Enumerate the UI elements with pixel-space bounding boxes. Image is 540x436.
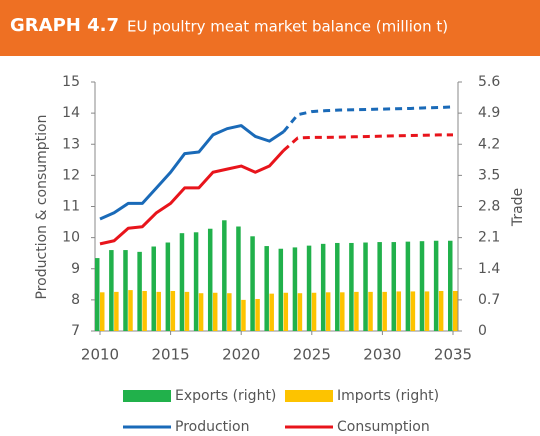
y-tick-label: 14 — [62, 105, 80, 121]
line — [99, 149, 285, 246]
x-tick-label: 2025 — [293, 346, 331, 364]
bar — [363, 242, 368, 331]
legend-swatch — [285, 390, 333, 402]
bar — [128, 290, 133, 331]
line — [282, 133, 453, 152]
legend-label: Production — [175, 419, 249, 435]
y2-tick-label: 4.9 — [478, 105, 500, 121]
y-tick-label: 15 — [62, 74, 80, 90]
bar — [391, 242, 397, 331]
y-tick-label: 13 — [62, 136, 80, 152]
bar — [340, 292, 345, 331]
x-tick-label: 2035 — [434, 346, 472, 364]
legend-label: Imports (right) — [337, 388, 439, 404]
y2-tick-label: 5.6 — [478, 74, 500, 90]
y2-tick-label: 3.5 — [478, 167, 500, 183]
y-tick-label: 9 — [71, 261, 80, 277]
bar — [123, 250, 128, 331]
y2-tick-label: 4.2 — [478, 136, 500, 152]
y-tick-label: 11 — [62, 199, 80, 215]
bar — [114, 291, 119, 331]
bar — [335, 242, 340, 331]
y2-tick-label: 2.1 — [478, 230, 500, 246]
x-tick-label: 2020 — [222, 346, 260, 364]
bar — [100, 292, 105, 331]
graph-label: GRAPH 4.7 — [10, 15, 119, 36]
bar — [377, 242, 382, 331]
bar — [438, 290, 444, 331]
bar — [95, 258, 100, 331]
legend-label: Exports (right) — [175, 388, 276, 404]
x-tick-label: 2010 — [81, 346, 119, 364]
bar — [109, 250, 114, 331]
header-band — [0, 0, 540, 56]
bar — [292, 247, 298, 331]
y2-tick-label: 0.7 — [478, 292, 500, 308]
legend-swatch — [123, 390, 171, 402]
y2-tick-label: 2.8 — [478, 199, 500, 215]
bar — [269, 293, 274, 331]
bar — [311, 292, 317, 331]
bar — [433, 240, 439, 331]
bar — [453, 290, 458, 331]
bar — [283, 292, 289, 331]
chart-title: EU poultry meat market balance (million … — [127, 18, 448, 36]
bar — [207, 228, 213, 331]
bar — [325, 292, 331, 331]
bar — [151, 246, 156, 331]
line — [282, 105, 454, 133]
bar — [212, 292, 218, 331]
bar — [156, 291, 161, 331]
y2-axis-label: Trade — [510, 188, 526, 227]
bar — [179, 233, 185, 331]
bar — [396, 291, 402, 331]
bar — [306, 245, 312, 331]
bar — [320, 243, 326, 331]
bar — [354, 291, 359, 331]
y-tick-label: 7 — [71, 323, 80, 339]
bar — [165, 242, 171, 331]
bar — [448, 240, 453, 331]
bar — [264, 246, 269, 331]
bar — [222, 220, 227, 331]
bar — [382, 291, 387, 331]
bar — [255, 298, 260, 331]
y-tick-label: 12 — [62, 167, 80, 183]
bar — [349, 242, 354, 331]
x-tick-label: 2015 — [152, 346, 190, 364]
bar — [368, 291, 373, 331]
y2-tick-label: 1.4 — [478, 261, 500, 277]
bar — [405, 241, 411, 331]
bar — [278, 248, 284, 331]
bar — [236, 226, 241, 331]
bar — [424, 291, 430, 331]
legend-label: Consumption — [337, 419, 430, 435]
x-tick-label: 2030 — [363, 346, 401, 364]
bar — [193, 232, 199, 331]
y2-tick-label: 0 — [478, 323, 487, 339]
bar — [227, 293, 232, 331]
bar — [410, 291, 416, 331]
bar — [297, 293, 303, 331]
bar — [137, 251, 142, 331]
line — [99, 124, 285, 221]
y-tick-label: 10 — [62, 230, 80, 246]
bar — [142, 290, 147, 331]
y-axis-label: Production & consumption — [34, 115, 50, 300]
bar — [419, 241, 425, 331]
bar — [250, 236, 255, 331]
bar — [198, 293, 204, 331]
bar — [170, 290, 176, 331]
bar — [184, 291, 190, 331]
y-tick-label: 8 — [71, 292, 80, 308]
bar — [241, 299, 246, 331]
